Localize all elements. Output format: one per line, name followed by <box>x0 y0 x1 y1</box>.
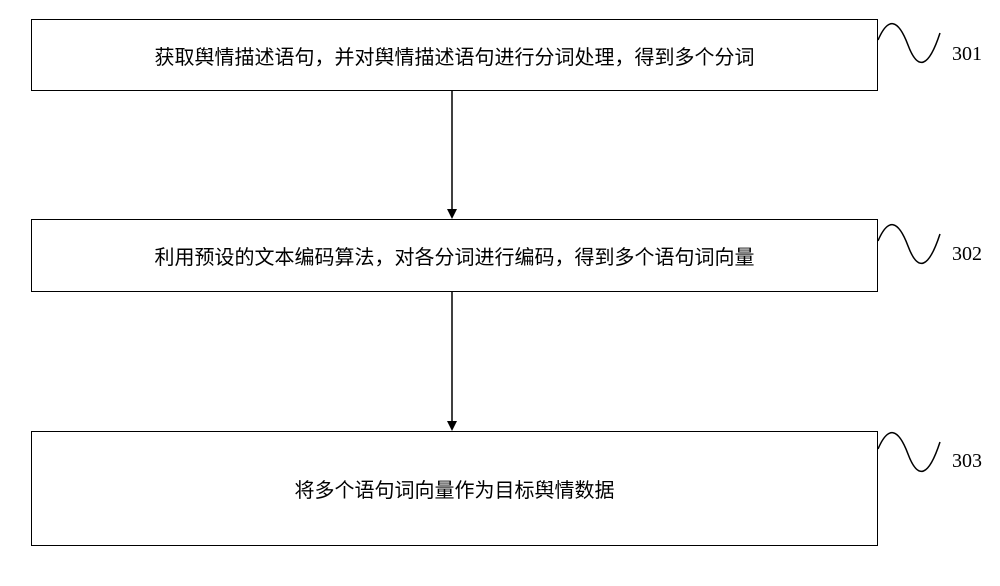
arrow-head <box>447 421 457 431</box>
wave-connector-icon <box>878 15 948 90</box>
step-label-3: 303 <box>952 450 982 473</box>
wave-path <box>878 225 940 264</box>
step-box-1: 获取舆情描述语句，并对舆情描述语句进行分词处理，得到多个分词 <box>31 19 878 91</box>
step-box-2: 利用预设的文本编码算法，对各分词进行编码，得到多个语句词向量 <box>31 219 878 292</box>
arrow-down-icon <box>442 91 462 219</box>
wave-path <box>878 24 940 63</box>
step-label-1: 301 <box>952 43 982 66</box>
step-text-2: 利用预设的文本编码算法，对各分词进行编码，得到多个语句词向量 <box>145 241 765 270</box>
step-text-1: 获取舆情描述语句，并对舆情描述语句进行分词处理，得到多个分词 <box>145 41 765 70</box>
wave-path <box>878 433 940 472</box>
step-box-3: 将多个语句词向量作为目标舆情数据 <box>31 431 878 546</box>
wave-connector-icon <box>878 424 948 499</box>
flowchart-container: 获取舆情描述语句，并对舆情描述语句进行分词处理，得到多个分词 301 利用预设的… <box>0 0 1000 586</box>
wave-connector-icon <box>878 216 948 291</box>
step-text-3: 将多个语句词向量作为目标舆情数据 <box>285 474 625 503</box>
step-label-2: 302 <box>952 243 982 266</box>
arrow-down-icon <box>442 292 462 431</box>
arrow-head <box>447 209 457 219</box>
